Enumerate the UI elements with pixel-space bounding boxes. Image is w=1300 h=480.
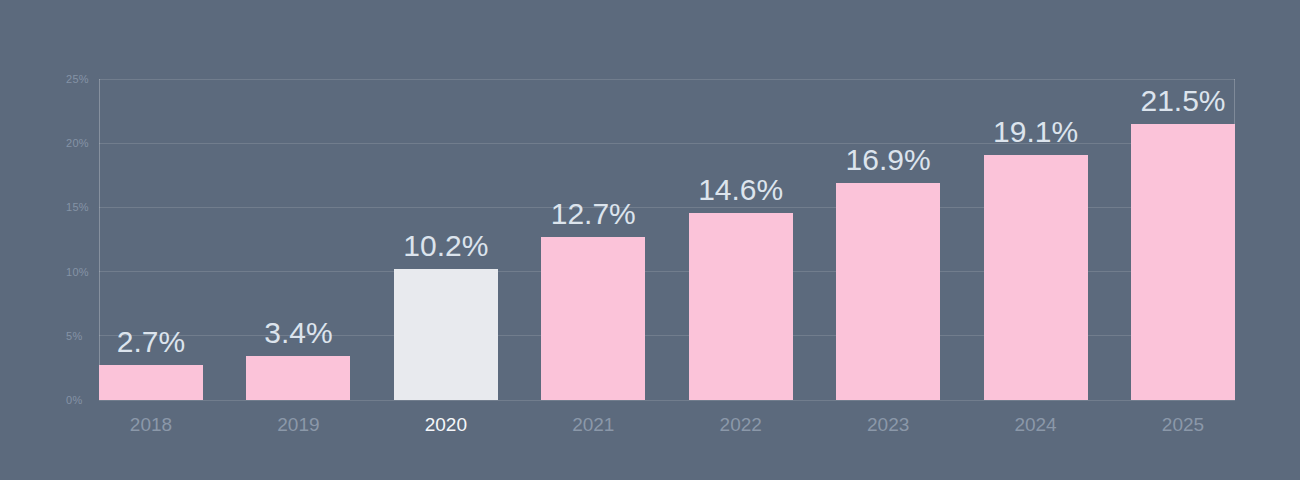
bar-2021: [541, 237, 645, 400]
y-axis-tick-label: 10%: [66, 267, 89, 278]
bar-2024: [984, 155, 1088, 400]
bar-value-label-2025: 21.5%: [1083, 86, 1283, 116]
bar-2022: [689, 213, 793, 400]
bar-value-label-2023: 16.9%: [788, 145, 988, 175]
x-axis-label-2025: 2025: [1083, 415, 1283, 434]
gridline-25%: [99, 79, 1235, 80]
bar-2020: [394, 269, 498, 400]
plot-area: 2.7%3.4%10.2%12.7%14.6%16.9%19.1%21.5%: [99, 79, 1235, 400]
bar-chart: 2.7%3.4%10.2%12.7%14.6%16.9%19.1%21.5% 0…: [0, 0, 1300, 480]
bar-value-label-2024: 19.1%: [936, 117, 1136, 147]
y-axis-tick-label: 25%: [66, 74, 89, 85]
bar-value-label-2019: 3.4%: [198, 318, 398, 348]
bar-2023: [836, 183, 940, 400]
y-axis-tick-label: 5%: [66, 331, 83, 342]
y-axis-tick-label: 0%: [66, 395, 83, 406]
bar-value-label-2022: 14.6%: [641, 175, 841, 205]
bar-value-label-2020: 10.2%: [346, 231, 546, 261]
y-axis-tick-label: 20%: [66, 138, 89, 149]
bar-2018: [99, 365, 203, 400]
bar-2019: [246, 356, 350, 400]
bar-2025: [1131, 124, 1235, 400]
y-axis-tick-label: 15%: [66, 202, 89, 213]
